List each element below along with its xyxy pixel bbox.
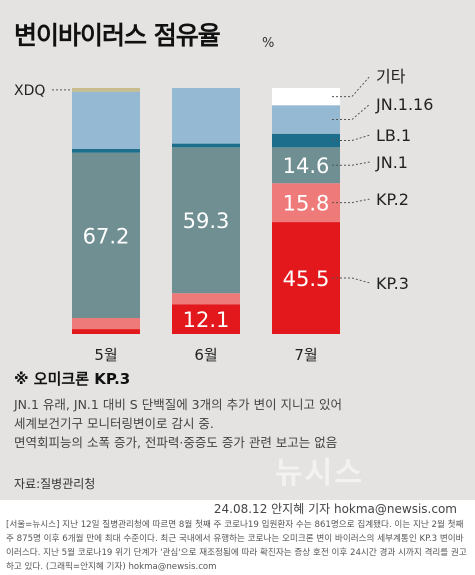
bar-segment-kp-2 bbox=[272, 183, 340, 223]
note-line: 면역회피능의 소폭 증가, 전파력·중증도 증가 관련 보고는 없음 bbox=[14, 435, 338, 450]
bar-segment-kp-3 bbox=[272, 222, 340, 334]
bar-segment-jn-1-16 bbox=[172, 88, 240, 144]
bar-segment-lb-1 bbox=[72, 149, 140, 153]
credit-line: 24.08.12 안지혜 기자 hokma@newsis.com bbox=[213, 502, 457, 516]
source-label: 자료:질병관리청 bbox=[14, 477, 96, 491]
bar-segment-- bbox=[272, 88, 340, 106]
photo-caption: [서울=뉴시스] 지난 12일 질병관리청에 따르면 8월 첫째 주 코로나19… bbox=[6, 520, 467, 572]
x-tick-label: 5월 bbox=[94, 346, 117, 364]
bar-segment-lb-1 bbox=[272, 133, 340, 148]
bar-segment-jn-1 bbox=[72, 152, 140, 319]
data-label: 45.5 bbox=[283, 267, 330, 291]
bar-segment-kp-3 bbox=[72, 329, 140, 334]
legend-leader-line bbox=[332, 134, 371, 141]
data-label: 12.1 bbox=[183, 308, 230, 332]
bar-segment-jn-1 bbox=[272, 147, 340, 184]
note-title: ※ 오미크론 KP.3 bbox=[14, 370, 131, 388]
legend-leader-line bbox=[332, 161, 371, 166]
data-label: 67.2 bbox=[83, 224, 130, 248]
legend-label-xdq: XDQ bbox=[14, 83, 45, 99]
legend-label-jn-1: JN.1 bbox=[375, 153, 408, 172]
bar-segment-lb-1 bbox=[172, 143, 240, 148]
bar-segment-xdq bbox=[72, 88, 140, 92]
x-tick-label: 7월 bbox=[294, 346, 317, 364]
data-label: 59.3 bbox=[183, 209, 230, 233]
stacked-bar-chart: 67.2 5월 12.1 59.3 6월 45.5 15.8 14.6 7월 KP.3 KP.2 JN… bbox=[14, 67, 433, 364]
legend-leader-line bbox=[332, 75, 371, 98]
note-box: ※ 오미크론 KP.3 JN.1 유래, JN.1 대비 S 단백질에 3개의 … bbox=[14, 368, 464, 452]
legend-leader-line bbox=[332, 277, 371, 284]
legend-leader-line bbox=[332, 103, 371, 120]
chart-title: 변이바이러스 점유율 bbox=[14, 21, 221, 50]
bar-segment-jn-1 bbox=[172, 147, 240, 294]
bar-segment-kp-2 bbox=[172, 293, 240, 305]
newsis-watermark: 뉴시스 bbox=[275, 456, 364, 491]
bar-segment-jn-1-16 bbox=[272, 105, 340, 134]
legend-label-kp-3: KP.3 bbox=[376, 274, 409, 293]
legend-label-jn-1-16: JN.1.16 bbox=[375, 95, 433, 114]
legend-label--: 기타 bbox=[376, 67, 406, 86]
legend-label-kp-2: KP.2 bbox=[376, 190, 409, 209]
bar-segment-kp-2 bbox=[72, 318, 140, 330]
bar-segment-jn-1-16 bbox=[72, 91, 140, 150]
data-label: 15.8 bbox=[283, 192, 330, 216]
legend-leader-line bbox=[332, 198, 371, 204]
legend-label-lb-1: LB.1 bbox=[376, 126, 411, 145]
note-line: 세계보건기구 모니터링변이로 감시 중. bbox=[14, 416, 214, 431]
x-tick-label: 6월 bbox=[194, 346, 217, 364]
note-line: JN.1 유래, JN.1 대비 S 단백질에 3개의 추가 변이 지니고 있어 bbox=[14, 397, 343, 412]
unit-label: % bbox=[262, 36, 275, 51]
data-label: 14.6 bbox=[283, 154, 330, 178]
bar-segment-kp-3 bbox=[172, 304, 240, 334]
